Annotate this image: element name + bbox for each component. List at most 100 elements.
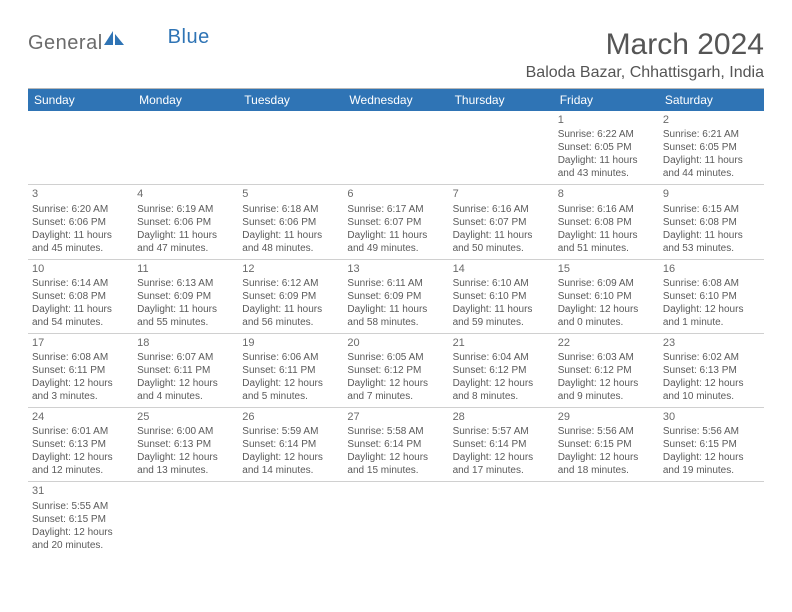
sunrise-text: Sunrise: 5:56 AM (558, 425, 655, 438)
calendar-cell: 20Sunrise: 6:05 AMSunset: 6:12 PMDayligh… (343, 333, 448, 407)
daylight-text: and 51 minutes. (558, 242, 655, 255)
calendar-cell: 28Sunrise: 5:57 AMSunset: 6:14 PMDayligh… (449, 408, 554, 482)
daylight-text: Daylight: 12 hours (32, 526, 129, 539)
calendar-row: 17Sunrise: 6:08 AMSunset: 6:11 PMDayligh… (28, 333, 764, 407)
daylight-text: and 59 minutes. (453, 316, 550, 329)
daylight-text: and 0 minutes. (558, 316, 655, 329)
daylight-text: and 7 minutes. (347, 390, 444, 403)
sunset-text: Sunset: 6:14 PM (242, 438, 339, 451)
daylight-text: Daylight: 12 hours (32, 451, 129, 464)
calendar-cell (343, 482, 448, 556)
daylight-text: and 47 minutes. (137, 242, 234, 255)
sunset-text: Sunset: 6:08 PM (663, 216, 760, 229)
daylight-text: and 20 minutes. (32, 539, 129, 552)
sunset-text: Sunset: 6:07 PM (453, 216, 550, 229)
calendar-row: 24Sunrise: 6:01 AMSunset: 6:13 PMDayligh… (28, 408, 764, 482)
sunset-text: Sunset: 6:13 PM (32, 438, 129, 451)
calendar-cell: 8Sunrise: 6:16 AMSunset: 6:08 PMDaylight… (554, 185, 659, 259)
calendar-cell: 11Sunrise: 6:13 AMSunset: 6:09 PMDayligh… (133, 259, 238, 333)
sunset-text: Sunset: 6:08 PM (32, 290, 129, 303)
calendar-cell (238, 111, 343, 185)
calendar-cell: 21Sunrise: 6:04 AMSunset: 6:12 PMDayligh… (449, 333, 554, 407)
daylight-text: Daylight: 12 hours (347, 451, 444, 464)
daylight-text: and 49 minutes. (347, 242, 444, 255)
daylight-text: Daylight: 12 hours (137, 451, 234, 464)
daylight-text: Daylight: 11 hours (347, 229, 444, 242)
daylight-text: Daylight: 11 hours (558, 229, 655, 242)
sunrise-text: Sunrise: 6:11 AM (347, 277, 444, 290)
calendar-cell: 26Sunrise: 5:59 AMSunset: 6:14 PMDayligh… (238, 408, 343, 482)
daylight-text: Daylight: 11 hours (32, 303, 129, 316)
logo: General Blue (28, 32, 210, 55)
calendar-row: 3 Sunrise: 6:20 AMSunset: 6:06 PM Daylight… (28, 185, 764, 259)
daylight-text: Daylight: 12 hours (453, 377, 550, 390)
sunrise-text: Sunrise: 6:12 AM (242, 277, 339, 290)
sunset-text: Sunset: 6:06 PM (32, 216, 129, 229)
daylight-text: and 55 minutes. (137, 316, 234, 329)
sunrise-text: Sunrise: 6:06 AM (242, 351, 339, 364)
sunset-text: Sunset: 6:12 PM (558, 364, 655, 377)
sunset-text: Sunset: 6:12 PM (347, 364, 444, 377)
sunset-text: Sunset: 6:14 PM (347, 438, 444, 451)
calendar-cell: 27Sunrise: 5:58 AMSunset: 6:14 PMDayligh… (343, 408, 448, 482)
day-header: Friday (554, 89, 659, 111)
daylight-text: and 9 minutes. (558, 390, 655, 403)
calendar-cell: 30Sunrise: 5:56 AMSunset: 6:15 PMDayligh… (659, 408, 764, 482)
day-number: 7 (453, 187, 550, 201)
calendar-cell (449, 482, 554, 556)
day-number: 20 (347, 336, 444, 350)
calendar-cell: 4Sunrise: 6:19 AMSunset: 6:06 PMDaylight… (133, 185, 238, 259)
day-number: 8 (558, 187, 655, 201)
calendar-cell: 24Sunrise: 6:01 AMSunset: 6:13 PMDayligh… (28, 408, 133, 482)
calendar-cell: 22Sunrise: 6:03 AMSunset: 6:12 PMDayligh… (554, 333, 659, 407)
sunset-text: Sunset: 6:12 PM (453, 364, 550, 377)
calendar-cell (28, 111, 133, 185)
logo-sail-icon (104, 31, 126, 52)
daylight-text: and 5 minutes. (242, 390, 339, 403)
daylight-text: Daylight: 12 hours (558, 451, 655, 464)
title-block: March 2024 Baloda Bazar, Chhattisgarh, I… (526, 28, 764, 82)
sunrise-text: Sunrise: 5:59 AM (242, 425, 339, 438)
daylight-text: and 10 minutes. (663, 390, 760, 403)
calendar-table: Sunday Monday Tuesday Wednesday Thursday… (28, 89, 764, 556)
day-header: Saturday (659, 89, 764, 111)
sunset-text: Sunset: 6:11 PM (32, 364, 129, 377)
day-number: 17 (32, 336, 129, 350)
calendar-cell: 23Sunrise: 6:02 AMSunset: 6:13 PMDayligh… (659, 333, 764, 407)
daylight-text: Daylight: 12 hours (242, 451, 339, 464)
sunrise-text: Sunrise: 6:20 AM (32, 203, 129, 216)
calendar-cell: 31Sunrise: 5:55 AMSunset: 6:15 PMDayligh… (28, 482, 133, 556)
sunset-text: Sunset: 6:13 PM (137, 438, 234, 451)
logo-text-blue: Blue (168, 26, 210, 49)
daylight-text: and 54 minutes. (32, 316, 129, 329)
sunrise-text: Sunrise: 6:09 AM (558, 277, 655, 290)
calendar-row: 1Sunrise: 6:22 AMSunset: 6:05 PMDaylight… (28, 111, 764, 185)
sunrise-text: Sunrise: 6:16 AM (453, 203, 550, 216)
sunrise-text: Sunrise: 6:07 AM (137, 351, 234, 364)
day-number: 3 (32, 187, 129, 201)
sunset-text: Sunset: 6:15 PM (663, 438, 760, 451)
sunrise-text: Sunrise: 5:55 AM (32, 500, 129, 513)
sunrise-text: Sunrise: 6:17 AM (347, 203, 444, 216)
calendar-cell (659, 482, 764, 556)
calendar-cell: 12Sunrise: 6:12 AMSunset: 6:09 PMDayligh… (238, 259, 343, 333)
day-number: 26 (242, 410, 339, 424)
day-number: 14 (453, 262, 550, 276)
sunset-text: Sunset: 6:09 PM (242, 290, 339, 303)
day-number: 11 (137, 262, 234, 276)
daylight-text: and 18 minutes. (558, 464, 655, 477)
daylight-text: Daylight: 11 hours (453, 229, 550, 242)
day-number: 30 (663, 410, 760, 424)
sunrise-text: Sunrise: 6:00 AM (137, 425, 234, 438)
daylight-text: and 56 minutes. (242, 316, 339, 329)
daylight-text: Daylight: 11 hours (242, 303, 339, 316)
day-number: 28 (453, 410, 550, 424)
calendar-cell: 16Sunrise: 6:08 AMSunset: 6:10 PMDayligh… (659, 259, 764, 333)
sunrise-text: Sunrise: 6:08 AM (32, 351, 129, 364)
daylight-text: Daylight: 11 hours (347, 303, 444, 316)
sunset-text: Sunset: 6:09 PM (347, 290, 444, 303)
sunrise-text: Sunrise: 6:16 AM (558, 203, 655, 216)
day-number: 9 (663, 187, 760, 201)
sunset-text: Sunset: 6:11 PM (242, 364, 339, 377)
daylight-text: Daylight: 11 hours (663, 154, 760, 167)
